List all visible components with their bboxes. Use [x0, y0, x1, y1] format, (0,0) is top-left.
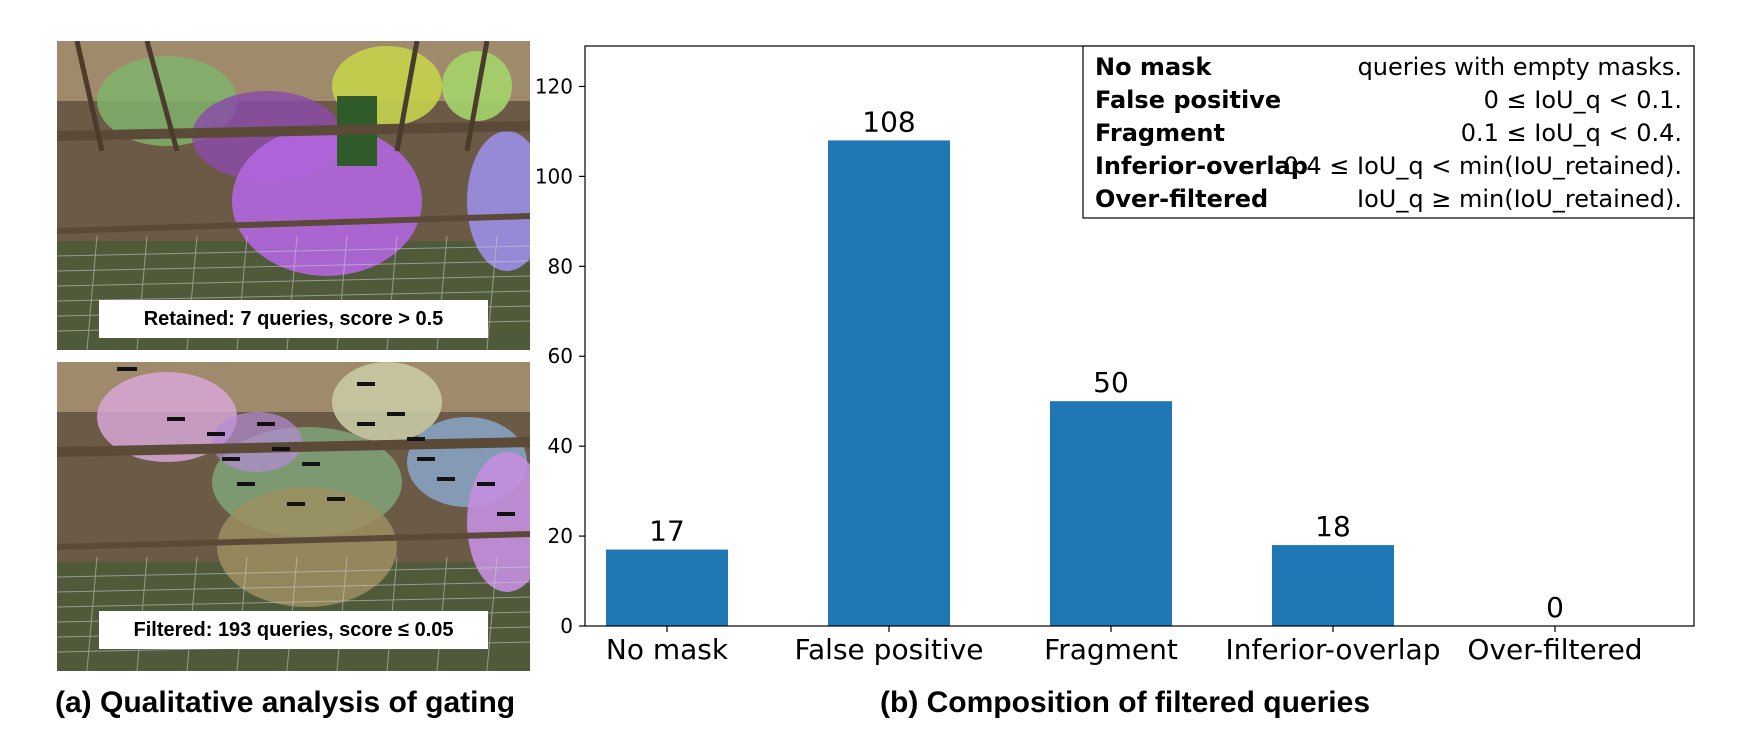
legend-term: Inferior-overlap: [1095, 152, 1308, 180]
legend-definition: 0.4 ≤ IoU_q < min(IoU_retained).: [1283, 152, 1682, 180]
bar: [1050, 401, 1172, 626]
y-tick-label: 120: [535, 74, 573, 98]
mask-shape: [212, 412, 302, 472]
bar-value-labels: 17 108 50 18 0: [649, 105, 1564, 624]
legend-term: Fragment: [1095, 119, 1225, 147]
bar-value-label: 50: [1093, 366, 1129, 399]
x-tick-label: Inferior-overlap: [1225, 633, 1440, 666]
x-tick-label: No mask: [606, 633, 729, 666]
retained-caption: Retained: 7 queries, score > 0.5: [99, 300, 488, 338]
filtered-queries-bar-chart: 17 108 50 18 0 0 20 40 60 80 100 120 No mask False …: [535, 45, 1695, 666]
x-tick-label: Fragment: [1044, 633, 1178, 666]
bars: [606, 140, 1394, 626]
mask-shape: [467, 131, 530, 271]
y-axis: 0 20 40 60 80 100 120: [535, 74, 585, 638]
bar-value-label: 18: [1315, 510, 1351, 543]
retained-queries-photo: [57, 41, 530, 350]
legend-definition: queries with empty masks.: [1358, 53, 1682, 81]
legend-definition: 0 ≤ IoU_q < 0.1.: [1484, 86, 1682, 114]
bar: [606, 549, 728, 626]
bar-value-label: 108: [862, 105, 915, 138]
y-tick-label: 0: [560, 614, 573, 638]
legend-term: Over-filtered: [1095, 185, 1268, 213]
y-tick-label: 80: [548, 254, 573, 278]
legend-definition: IoU_q ≥ min(IoU_retained).: [1357, 185, 1682, 213]
x-tick-label: False positive: [794, 633, 983, 666]
y-tick-label: 40: [548, 434, 573, 458]
mask-shape: [232, 126, 422, 276]
retained-queries-image: Retained: 7 queries, score > 0.5: [57, 41, 530, 350]
legend-box: [1082, 45, 1695, 219]
y-tick-label: 100: [535, 164, 573, 188]
filtered-queries-image: Filtered: 193 queries, score ≤ 0.05: [57, 362, 530, 671]
query-label-markers: [117, 367, 515, 516]
y-tick-label: 60: [548, 344, 573, 368]
filtered-caption: Filtered: 193 queries, score ≤ 0.05: [99, 611, 488, 649]
mask-shape: [217, 487, 397, 607]
x-axis: No mask False positive Fragment Inferior-ov…: [606, 626, 1643, 666]
legend-definition: 0.1 ≤ IoU_q < 0.4.: [1461, 119, 1682, 147]
bar-value-label: 17: [649, 515, 685, 548]
panel-b-caption: (b) Composition of filtered queries: [880, 686, 1371, 719]
bar: [828, 140, 950, 626]
mask-shape: [467, 452, 530, 592]
bar: [1272, 545, 1394, 626]
legend-term: No mask: [1095, 53, 1212, 81]
y-tick-label: 20: [548, 524, 573, 548]
panel-a-caption: (a) Qualitative analysis of gating: [55, 686, 516, 719]
bar-value-label: 0: [1546, 591, 1564, 624]
legend: No mask queries with empty masks. False po…: [1082, 45, 1695, 219]
legend-term: False positive: [1095, 86, 1281, 114]
x-tick-label: Over-filtered: [1467, 633, 1642, 666]
